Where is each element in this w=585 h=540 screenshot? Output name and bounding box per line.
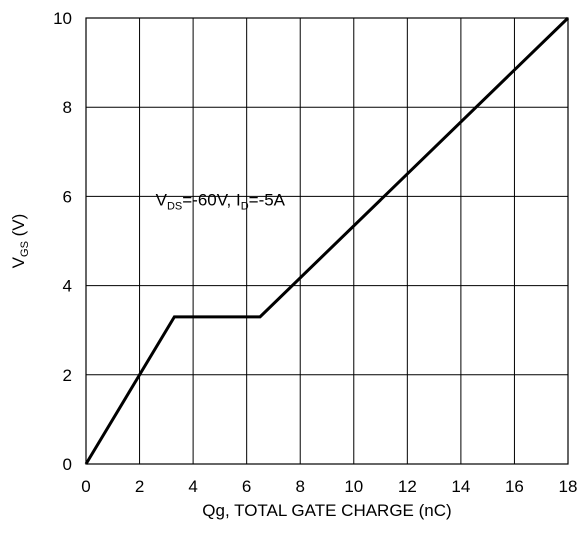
series-line <box>84 16 570 465</box>
x-tick-label: 4 <box>188 477 197 496</box>
y-tick-label: 2 <box>63 366 72 385</box>
x-tick-label: 14 <box>451 477 470 496</box>
x-tick-label: 16 <box>505 477 524 496</box>
x-tick-label: 0 <box>81 477 90 496</box>
y-axis-title: VGS (V) <box>9 214 31 269</box>
x-tick-labels: 0 2 4 6 8 10 12 14 16 18 <box>81 477 577 496</box>
annotation-conditions: VDS=-60V, ID=-5A <box>156 190 286 212</box>
y-tick-label: 4 <box>63 277 72 296</box>
y-tick-label: 0 <box>63 455 72 474</box>
y-tick-label: 8 <box>63 98 72 117</box>
x-axis-title: Qg, TOTAL GATE CHARGE (nC) <box>202 501 451 520</box>
y-tick-label: 10 <box>53 9 72 28</box>
grid <box>86 18 568 464</box>
x-tick-label: 10 <box>344 477 363 496</box>
x-tick-label: 18 <box>559 477 578 496</box>
x-tick-label: 2 <box>135 477 144 496</box>
series-group <box>84 16 570 465</box>
y-tick-label: 6 <box>63 187 72 206</box>
x-tick-label: 12 <box>398 477 417 496</box>
x-tick-label: 6 <box>242 477 251 496</box>
x-tick-label: 8 <box>295 477 304 496</box>
y-tick-labels: 0 2 4 6 8 10 <box>53 9 72 474</box>
plot-frame <box>85 17 569 465</box>
